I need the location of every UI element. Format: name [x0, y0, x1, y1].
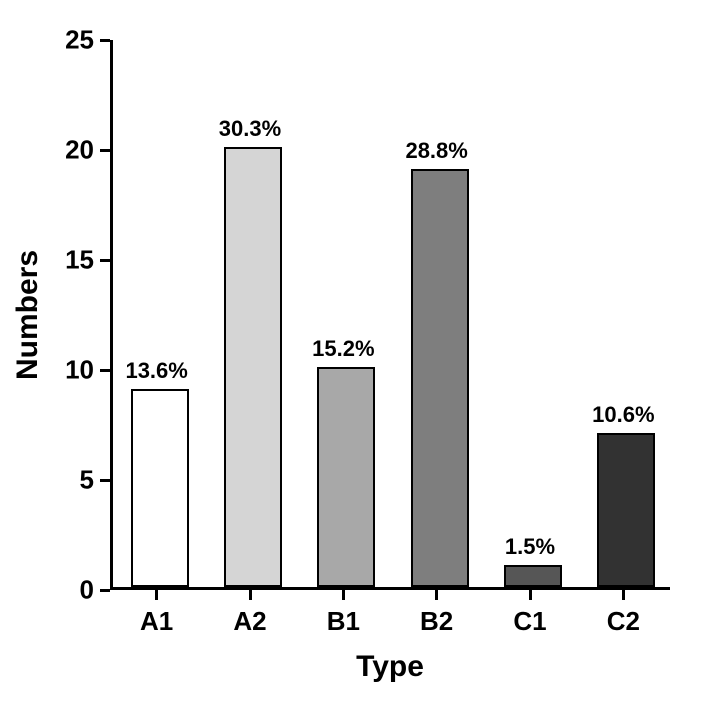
x-tick: [435, 590, 438, 600]
y-tick: [100, 149, 110, 152]
x-tick-label: A2: [233, 606, 266, 637]
y-tick: [100, 369, 110, 372]
x-tick: [155, 590, 158, 600]
x-tick: [622, 590, 625, 600]
y-tick-label: 25: [34, 25, 94, 56]
bar-chart: Numbers Type 051015202513.6%A130.3%A215.…: [0, 0, 707, 728]
y-tick: [100, 479, 110, 482]
bar-value-label: 28.8%: [405, 138, 467, 164]
x-tick-label: C2: [607, 606, 640, 637]
x-tick: [249, 590, 252, 600]
y-tick: [100, 39, 110, 42]
bar-value-label: 13.6%: [125, 358, 187, 384]
x-tick: [342, 590, 345, 600]
y-tick: [100, 589, 110, 592]
x-tick: [529, 590, 532, 600]
y-tick-label: 5: [34, 465, 94, 496]
bar: [597, 433, 655, 587]
x-tick-label: A1: [140, 606, 173, 637]
bar-value-label: 10.6%: [592, 402, 654, 428]
x-axis-title: Type: [356, 650, 424, 684]
y-tick-label: 15: [34, 245, 94, 276]
y-tick-label: 0: [34, 575, 94, 606]
plot-area: [110, 40, 670, 590]
x-tick-label: C1: [513, 606, 546, 637]
bar-value-label: 15.2%: [312, 336, 374, 362]
x-tick-label: B2: [420, 606, 453, 637]
bar: [411, 169, 469, 587]
x-tick-label: B1: [327, 606, 360, 637]
bar: [224, 147, 282, 587]
y-tick-label: 10: [34, 355, 94, 386]
bar: [317, 367, 375, 587]
bar-value-label: 1.5%: [505, 534, 555, 560]
bar: [131, 389, 189, 587]
y-tick-label: 20: [34, 135, 94, 166]
y-tick: [100, 259, 110, 262]
bar-value-label: 30.3%: [219, 116, 281, 142]
bar: [504, 565, 562, 587]
